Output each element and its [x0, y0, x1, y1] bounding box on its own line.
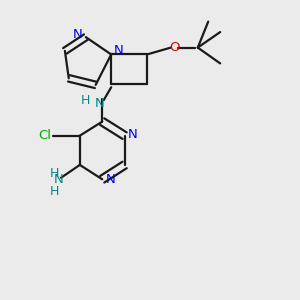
Text: O: O	[169, 41, 179, 54]
Text: N: N	[54, 173, 64, 186]
Text: H: H	[50, 185, 59, 198]
Text: N: N	[114, 44, 123, 57]
Text: H: H	[50, 167, 59, 180]
Text: N: N	[73, 28, 82, 41]
Text: N: N	[106, 173, 116, 186]
Text: Cl: Cl	[38, 129, 52, 142]
Text: H: H	[81, 94, 91, 106]
Text: N: N	[94, 97, 104, 110]
Text: N: N	[128, 128, 138, 141]
